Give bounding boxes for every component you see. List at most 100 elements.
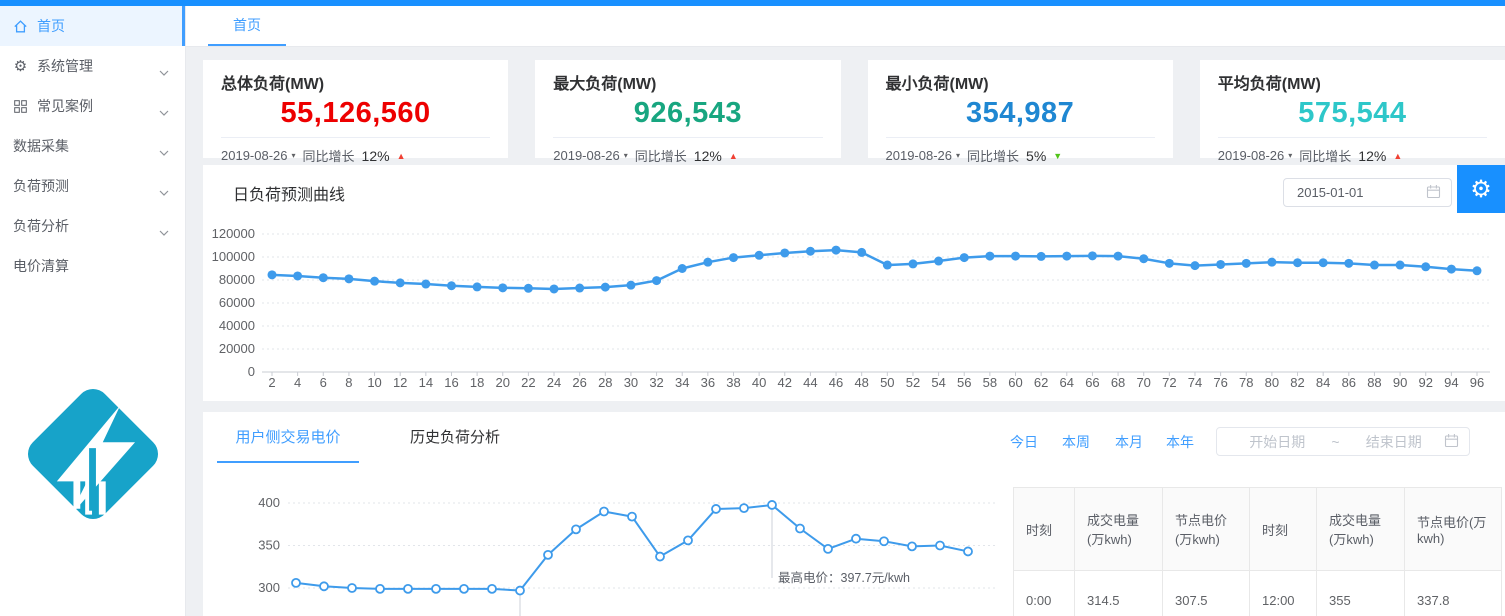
caret-down-icon: ▾ <box>1288 151 1293 160</box>
table-header-row: 时刻 成交电量(万kwh) 节点电价(万kwh) 时刻 成交电量(万kwh) 节… <box>1013 487 1502 571</box>
svg-text:88: 88 <box>1367 375 1381 390</box>
grid-icon <box>13 99 28 114</box>
svg-text:4: 4 <box>294 375 301 390</box>
sidebar-item-label: 负荷预测 <box>13 178 69 194</box>
sidebar-item-system[interactable]: ⚙ 系统管理 <box>0 46 185 86</box>
divider <box>885 137 1155 138</box>
svg-text:64: 64 <box>1060 375 1074 390</box>
caret-down-icon: ▾ <box>291 151 296 160</box>
svg-text:66: 66 <box>1085 375 1099 390</box>
svg-text:90: 90 <box>1393 375 1407 390</box>
growth-label: 同比增长 <box>634 149 687 164</box>
svg-text:10: 10 <box>367 375 381 390</box>
svg-text:最高电价：397.7元/kwh: 最高电价：397.7元/kwh <box>778 570 910 585</box>
growth-value: 12% <box>361 147 390 164</box>
svg-text:56: 56 <box>957 375 971 390</box>
chevron-down-icon <box>159 143 169 159</box>
forecast-date-picker[interactable]: 2015-01-01 <box>1283 178 1452 207</box>
sidebar-item-label: 负荷分析 <box>13 218 69 234</box>
sidebar-item-label: 首页 <box>37 18 65 34</box>
chevron-down-icon <box>159 103 169 119</box>
chevron-down-icon <box>159 63 169 79</box>
svg-text:26: 26 <box>572 375 586 390</box>
sidebar-item-load-analysis[interactable]: 负荷分析 <box>0 206 185 246</box>
gear-icon: ⚙ <box>1470 175 1492 203</box>
svg-text:22: 22 <box>521 375 535 390</box>
svg-text:2: 2 <box>268 375 275 390</box>
growth-label: 同比增长 <box>1299 149 1352 164</box>
stat-card-title: 总体负荷(MW) <box>221 76 325 93</box>
tab-history-load-analysis[interactable]: 历史负荷分析 <box>399 412 511 461</box>
main-area: 首页 总体负荷(MW) 55,126,560 2019-08-26 ▾ 同比增长… <box>186 6 1505 616</box>
range-start-placeholder: 开始日期 <box>1249 433 1306 450</box>
svg-text:80000: 80000 <box>219 272 255 287</box>
page-tabbar: 首页 <box>186 6 1505 47</box>
company-logo <box>5 366 181 542</box>
svg-text:42: 42 <box>778 375 792 390</box>
date-value: 2019-08-26 <box>1217 148 1285 163</box>
stat-card-total-load: 总体负荷(MW) 55,126,560 2019-08-26 ▾ 同比增长 12… <box>203 60 509 164</box>
cell-volume: 355 <box>1316 570 1405 616</box>
stat-card-title: 最小负荷(MW) <box>885 76 989 93</box>
settings-button[interactable]: ⚙ <box>1457 165 1505 213</box>
svg-text:60: 60 <box>1008 375 1022 390</box>
sidebar-item-data-collection[interactable]: 数据采集 <box>0 126 185 166</box>
date-dropdown[interactable]: 2019-08-26 ▾ <box>1218 148 1293 163</box>
date-range-picker[interactable]: 开始日期 ~ 结束日期 <box>1216 427 1470 456</box>
sidebar-item-label: 数据采集 <box>13 138 69 154</box>
chevron-down-icon <box>159 223 169 239</box>
price-table: 时刻 成交电量(万kwh) 节点电价(万kwh) 时刻 成交电量(万kwh) 节… <box>1013 487 1502 616</box>
sidebar-item-cases[interactable]: 常见案例 <box>0 86 185 126</box>
quick-link-month[interactable]: 本月 <box>1115 434 1143 450</box>
sidebar-item-home[interactable]: 首页 <box>0 6 185 46</box>
tab-home[interactable]: 首页 <box>208 6 286 46</box>
quick-link-year[interactable]: 本年 <box>1166 434 1194 450</box>
svg-text:24: 24 <box>547 375 561 390</box>
svg-text:350: 350 <box>258 538 280 553</box>
svg-text:0: 0 <box>248 364 255 379</box>
tab-home-label: 首页 <box>233 17 261 33</box>
svg-text:82: 82 <box>1290 375 1304 390</box>
quick-link-week[interactable]: 本周 <box>1062 434 1090 450</box>
svg-text:74: 74 <box>1188 375 1202 390</box>
svg-text:50: 50 <box>880 375 894 390</box>
svg-text:300: 300 <box>258 580 280 595</box>
svg-text:80: 80 <box>1265 375 1279 390</box>
stat-card-value: 55,126,560 <box>280 97 431 129</box>
growth-label: 同比增长 <box>302 149 355 164</box>
trend-up-icon: ▲ <box>396 150 406 161</box>
svg-text:52: 52 <box>906 375 920 390</box>
forecast-title: 日负荷预测曲线 <box>233 187 346 204</box>
date-value: 2019-08-26 <box>553 148 620 163</box>
trend-down-icon: ▼ <box>1053 150 1063 161</box>
growth-value: 5% <box>1026 147 1047 164</box>
caret-down-icon: ▾ <box>623 151 628 160</box>
date-dropdown[interactable]: 2019-08-26 ▾ <box>221 148 296 163</box>
svg-text:14: 14 <box>419 375 433 390</box>
col-header-time: 时刻 <box>1013 487 1075 571</box>
svg-text:62: 62 <box>1034 375 1048 390</box>
svg-text:72: 72 <box>1162 375 1176 390</box>
stat-card-min-load: 最小负荷(MW) 354,987 2019-08-26 ▾ 同比增长 5% ▼ <box>867 60 1173 164</box>
svg-text:18: 18 <box>470 375 484 390</box>
svg-text:92: 92 <box>1418 375 1432 390</box>
tab-label: 历史负荷分析 <box>409 429 500 446</box>
range-end-placeholder: 结束日期 <box>1365 433 1422 450</box>
sidebar-item-price-settlement[interactable]: 电价清算 <box>0 246 185 286</box>
cell-node-price: 337.8 <box>1404 570 1502 616</box>
quick-link-today[interactable]: 今日 <box>1010 434 1038 450</box>
svg-text:70: 70 <box>1136 375 1150 390</box>
sidebar: 首页 ⚙ 系统管理 常见案例 数据采集 负荷预测 <box>0 6 186 616</box>
svg-text:48: 48 <box>854 375 868 390</box>
trend-up-icon: ▲ <box>1393 150 1403 161</box>
sidebar-item-load-forecast[interactable]: 负荷预测 <box>0 166 185 206</box>
svg-text:44: 44 <box>803 375 817 390</box>
col-header-time: 时刻 <box>1249 487 1317 571</box>
tab-label: 用户侧交易电价 <box>235 429 341 446</box>
date-dropdown[interactable]: 2019-08-26 ▾ <box>886 148 961 163</box>
tab-user-side-price[interactable]: 用户侧交易电价 <box>217 412 359 463</box>
trend-up-icon: ▲ <box>728 150 738 161</box>
date-dropdown[interactable]: 2019-08-26 ▾ <box>553 148 628 163</box>
stat-card-avg-load: 平均负荷(MW) 575,544 2019-08-26 ▾ 同比增长 12% ▲ <box>1199 60 1505 164</box>
